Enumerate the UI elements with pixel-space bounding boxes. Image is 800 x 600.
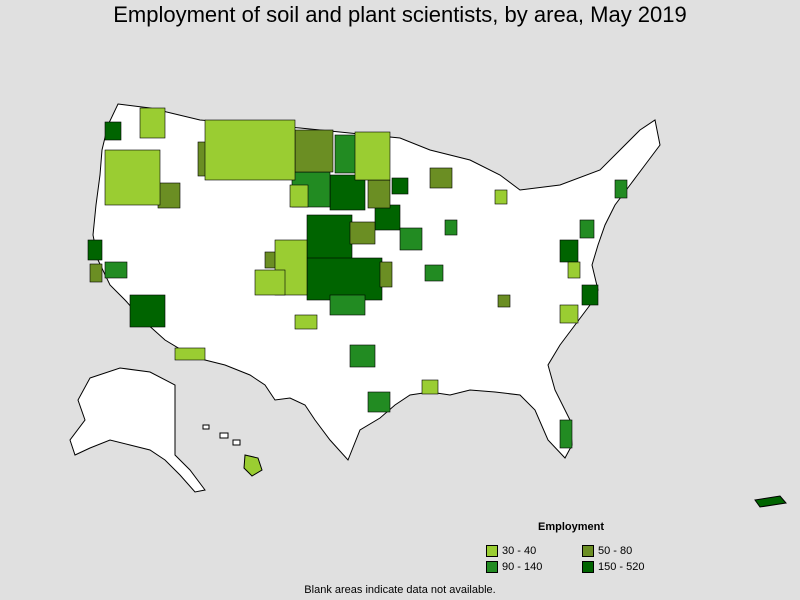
area-region: [294, 314, 318, 330]
area-region: [306, 214, 353, 266]
area-region: [494, 189, 508, 205]
area-region: [567, 261, 581, 279]
area-region: [329, 174, 366, 211]
legend-title: Employment: [537, 521, 604, 533]
area-region: [559, 419, 573, 449]
area-region: [139, 107, 166, 139]
area-region: [581, 284, 599, 306]
area-region: [354, 131, 391, 181]
area-region: [104, 121, 122, 141]
legend-swatch: [486, 561, 498, 573]
footnote: Blank areas indicate data not available.: [304, 584, 496, 596]
map-title: Employment of soil and plant scientists,…: [113, 2, 687, 27]
legend-swatch: [582, 545, 594, 557]
legend-label: 150 - 520: [598, 561, 645, 573]
area-region: [306, 257, 383, 301]
area-region: [129, 294, 166, 328]
area-region: [89, 263, 103, 283]
area-region: [497, 294, 511, 308]
area-region: [367, 179, 391, 209]
puerto-rico: [754, 495, 787, 508]
legend-item-30-40: 30 - 40: [486, 545, 582, 557]
area-region: [104, 149, 161, 206]
area-region: [429, 167, 453, 189]
area-region: [421, 379, 439, 395]
area-region: [374, 204, 401, 231]
area-region: [399, 227, 423, 251]
legend-label: 30 - 40: [502, 545, 537, 557]
area-region: [289, 184, 309, 208]
hawaii-islands: [202, 424, 263, 477]
legend-swatch: [486, 545, 498, 557]
area-region: [444, 219, 458, 236]
area-region: [87, 239, 103, 261]
area-region: [349, 344, 376, 368]
alaska-outline: [69, 367, 206, 493]
area-region: [379, 261, 393, 288]
legend-label: 50 - 80: [598, 545, 633, 557]
legend-swatch: [582, 561, 594, 573]
area-region: [104, 261, 128, 279]
area-region: [204, 119, 296, 181]
area-region: [367, 391, 391, 413]
area-region: [329, 294, 366, 316]
area-region: [174, 347, 206, 361]
area-region: [349, 221, 376, 245]
legend-label: 90 - 140: [502, 561, 543, 573]
area-region: [559, 304, 579, 324]
legend-item-50-80: 50 - 80: [582, 545, 678, 557]
area-region: [579, 219, 595, 239]
area-region: [559, 239, 579, 263]
shaded-areas: [87, 107, 628, 449]
legend-item-150-520: 150 - 520: [582, 561, 678, 573]
legend-item-90-140: 90 - 140: [486, 561, 582, 573]
area-region: [294, 129, 334, 173]
area-region: [424, 264, 444, 282]
area-region: [254, 269, 286, 296]
area-region: [391, 177, 409, 195]
area-region: [614, 179, 628, 199]
map-legend: Employment 30 - 40 50 - 80 90 - 140 150 …: [486, 521, 686, 573]
area-region: [157, 182, 181, 209]
